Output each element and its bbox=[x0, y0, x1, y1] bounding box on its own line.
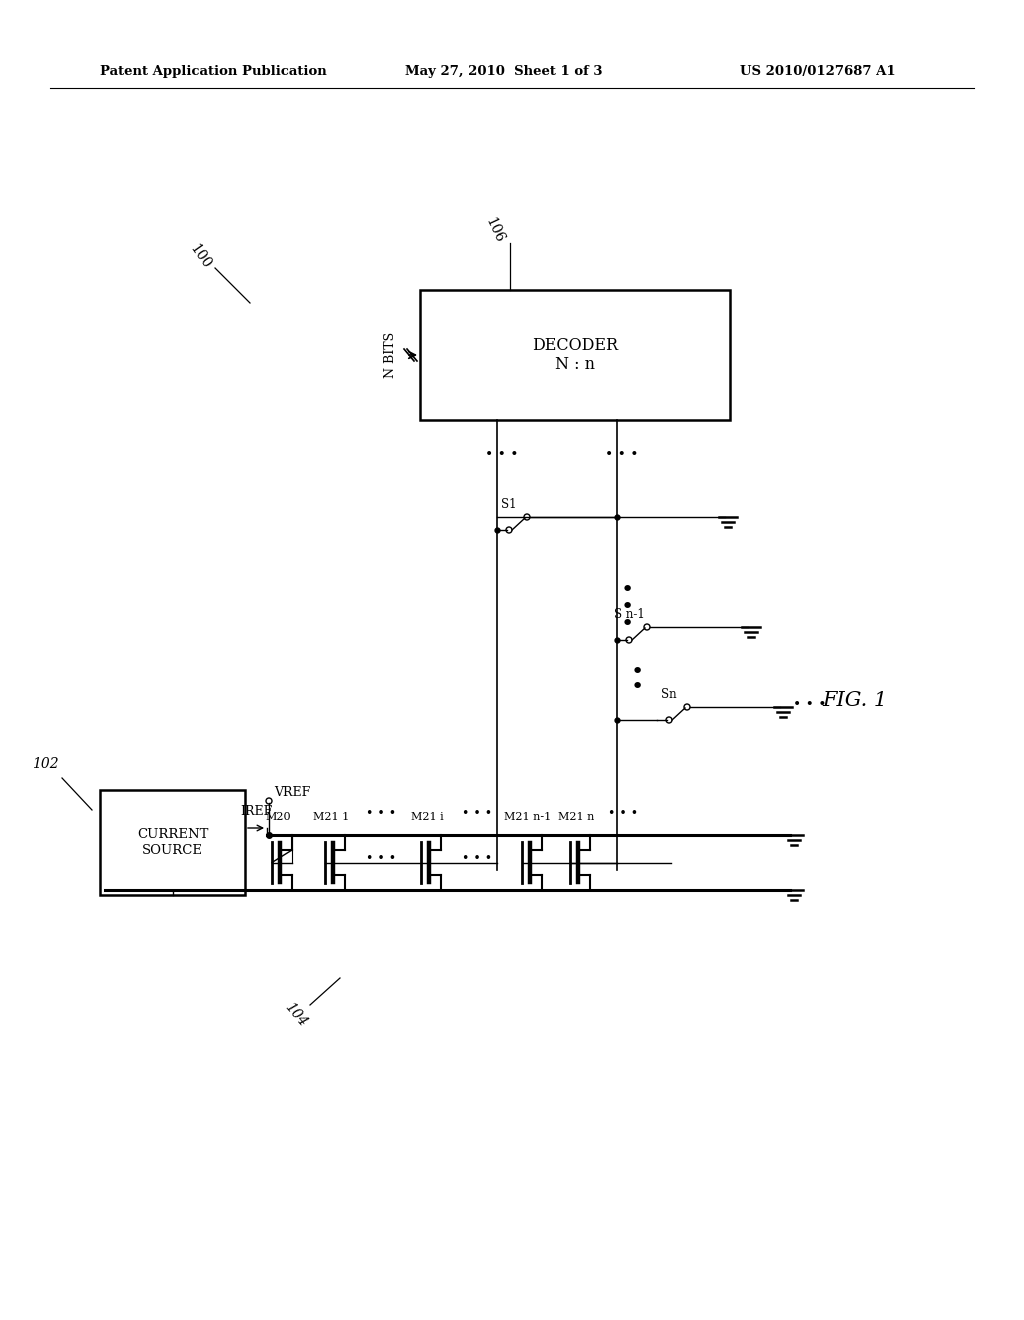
Text: • • •: • • • bbox=[366, 807, 396, 820]
Bar bbox=[420, 290, 730, 420]
Text: 100: 100 bbox=[186, 242, 213, 272]
Bar bbox=[100, 789, 245, 895]
Text: M21 1: M21 1 bbox=[313, 812, 349, 822]
Text: M21 n-1: M21 n-1 bbox=[505, 812, 552, 822]
Text: CURRENT
SOURCE: CURRENT SOURCE bbox=[137, 829, 208, 857]
Text: • • •: • • • bbox=[794, 698, 826, 711]
Text: FIG. 1: FIG. 1 bbox=[822, 690, 888, 710]
Text: •: • bbox=[631, 677, 644, 697]
Text: 106: 106 bbox=[483, 215, 507, 246]
Text: 102: 102 bbox=[32, 756, 58, 771]
Text: • • •: • • • bbox=[608, 807, 638, 820]
Text: • • •: • • • bbox=[485, 447, 519, 462]
Text: S1: S1 bbox=[502, 498, 517, 511]
Text: M21 n: M21 n bbox=[558, 812, 594, 822]
Text: N BITS: N BITS bbox=[384, 331, 396, 378]
Text: May 27, 2010  Sheet 1 of 3: May 27, 2010 Sheet 1 of 3 bbox=[406, 66, 602, 78]
Text: M21 i: M21 i bbox=[411, 812, 443, 822]
Text: •: • bbox=[621, 579, 634, 601]
Text: •: • bbox=[621, 614, 634, 634]
Text: •: • bbox=[631, 663, 644, 682]
Text: VREF: VREF bbox=[274, 785, 310, 799]
Text: IREF: IREF bbox=[240, 805, 272, 818]
Text: •: • bbox=[621, 597, 634, 616]
Text: S n-1: S n-1 bbox=[613, 607, 644, 620]
Text: • • •: • • • bbox=[605, 447, 639, 462]
Text: 104: 104 bbox=[282, 1001, 310, 1030]
Text: M20: M20 bbox=[265, 812, 291, 822]
Text: • • •: • • • bbox=[462, 853, 493, 866]
Text: DECODER
N : n: DECODER N : n bbox=[531, 337, 618, 374]
Text: • • •: • • • bbox=[462, 807, 493, 820]
Text: US 2010/0127687 A1: US 2010/0127687 A1 bbox=[740, 66, 896, 78]
Text: • • •: • • • bbox=[366, 853, 396, 866]
Text: Sn: Sn bbox=[662, 688, 677, 701]
Text: Patent Application Publication: Patent Application Publication bbox=[100, 66, 327, 78]
